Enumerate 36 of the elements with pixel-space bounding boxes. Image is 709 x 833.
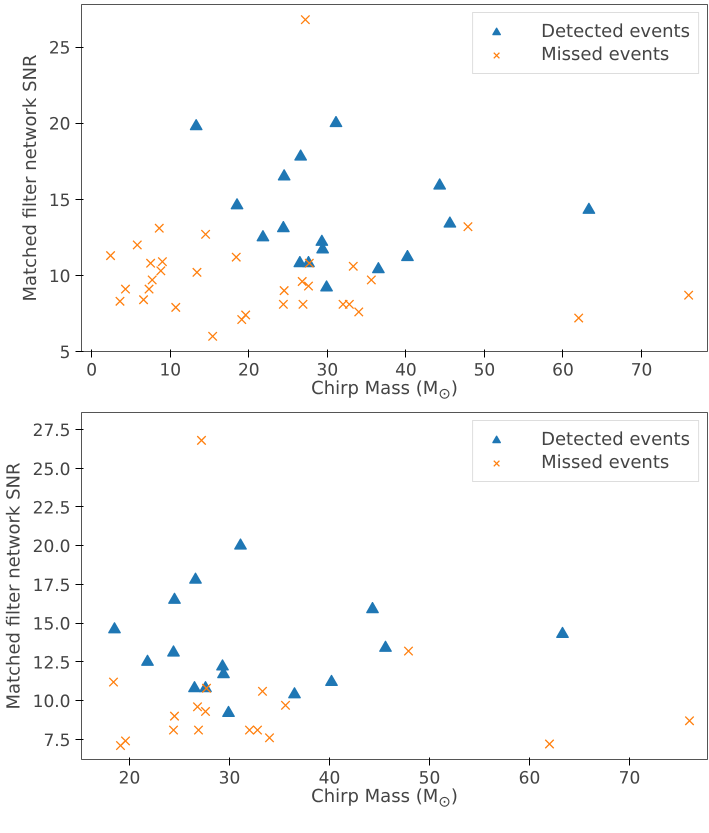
x-axis-title: Chirp Mass (M$_{⊙}$)	[311, 786, 458, 813]
y-tick-label: 7.5	[43, 730, 71, 751]
x-tick-label: 50	[474, 360, 496, 380]
x-tick-label: 40	[318, 768, 340, 788]
y-tick-label: 25.0	[32, 460, 71, 480]
y-axis-title: Matched filter network SNR	[4, 462, 25, 710]
x-tick-label: 0	[86, 360, 98, 380]
legend-label: Detected events	[541, 429, 690, 450]
y-tick-label: 22.5	[32, 498, 71, 518]
y-tick-label: 20.0	[32, 537, 71, 558]
y-axis-title: Matched filter network SNR	[20, 54, 41, 302]
x-tick-label: 30	[218, 768, 240, 788]
y-tick-label: 15.0	[32, 614, 71, 635]
x-tick-label: 10	[159, 360, 182, 380]
x-tick-label: 60	[518, 768, 540, 788]
legend-label: Missed events	[541, 44, 670, 65]
y-tick-label: 15	[48, 190, 71, 211]
x-tick-label: 60	[552, 360, 574, 380]
x-tick-label: 20	[118, 768, 140, 788]
y-tick-label: 12.5	[32, 653, 71, 674]
y-tick-label: 10	[48, 266, 71, 287]
y-tick-label: 5	[60, 343, 71, 363]
x-tick-label: 70	[618, 768, 640, 788]
x-tick-label: 20	[238, 360, 260, 380]
y-tick-label: 10.0	[32, 692, 71, 712]
legend-label: Detected events	[541, 21, 690, 42]
x-tick-label: 30	[316, 360, 338, 380]
x-tick-label: 40	[395, 360, 417, 380]
y-tick-label: 20	[48, 114, 71, 135]
x-tick-label: 70	[630, 360, 652, 380]
y-tick-label: 25	[48, 38, 71, 59]
x-axis-title: Chirp Mass (M$_{⊙}$)	[311, 378, 458, 405]
legend-label: Missed events	[541, 452, 670, 473]
x-tick-label: 50	[418, 768, 440, 788]
y-tick-label: 17.5	[32, 576, 71, 596]
y-tick-label: 27.5	[32, 421, 71, 442]
